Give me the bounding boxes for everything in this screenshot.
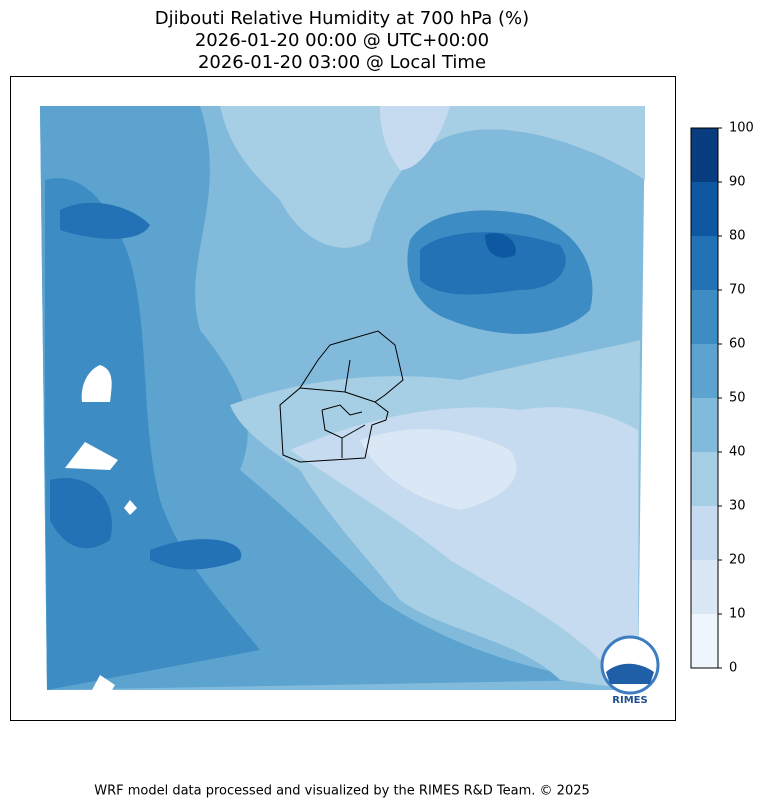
colorbar-tick-label: 10	[729, 607, 746, 622]
colorbar-band	[691, 452, 718, 506]
colorbar: 0 10 20 30 40 50 60 70 80 90 100	[690, 121, 754, 676]
colorbar-tick-label: 100	[729, 121, 754, 136]
colorbar-tick-label: 20	[729, 553, 746, 568]
colorbar-band	[691, 128, 718, 182]
title-line: 2026-01-20 03:00 @ Local Time	[198, 52, 486, 73]
colorbar-band	[691, 290, 718, 344]
colorbar-band	[691, 560, 718, 614]
colorbar-tick-label: 90	[729, 175, 746, 190]
colorbar-tick-label: 0	[729, 661, 737, 676]
humidity-field	[40, 106, 645, 691]
title-line: 2026-01-20 00:00 @ UTC+00:00	[195, 30, 489, 51]
colorbar-band	[691, 506, 718, 560]
logo: RIMES	[600, 635, 660, 706]
title-line: Djibouti Relative Humidity at 700 hPa (%…	[155, 8, 529, 29]
colorbar-tick-label: 30	[729, 499, 746, 514]
colorbar-tick-label: 70	[729, 283, 746, 298]
colorbar-band	[691, 614, 718, 668]
logo-text: RIMES	[612, 695, 647, 706]
colorbar-tick-label: 80	[729, 229, 746, 244]
colorbar-band	[691, 398, 718, 452]
colorbar-tick-label: 40	[729, 445, 746, 460]
colorbar-tick-label: 60	[729, 337, 746, 352]
colorbar-tick-label: 50	[729, 391, 746, 406]
footer: WRF model data processed and visualized …	[94, 784, 590, 799]
colorbar-band	[691, 344, 718, 398]
colorbar-band	[691, 236, 718, 290]
colorbar-band	[691, 182, 718, 236]
